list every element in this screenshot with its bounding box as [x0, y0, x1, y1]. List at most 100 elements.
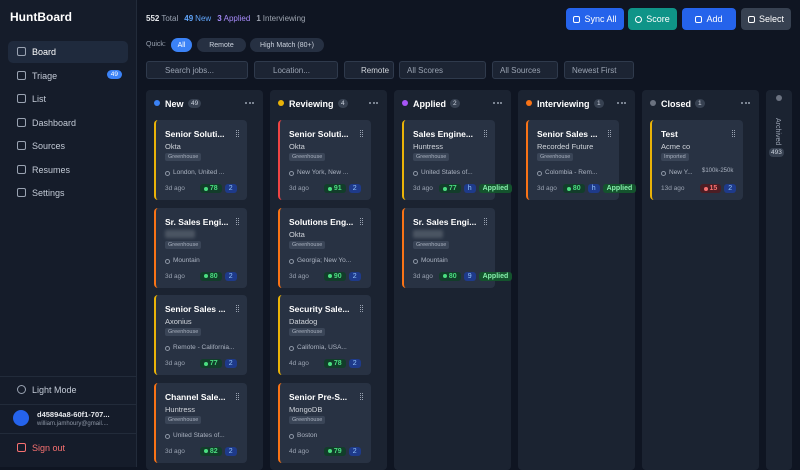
- sign-out[interactable]: Sign out: [8, 437, 128, 459]
- button-label: Score: [646, 14, 670, 24]
- avatar: [13, 410, 29, 426]
- card-tag: 2: [224, 271, 237, 281]
- column-menu[interactable]: [617, 102, 626, 104]
- filter-select[interactable]: All Sources: [492, 61, 558, 79]
- card-footer: 4d ago 78 2: [289, 359, 361, 368]
- archived-column[interactable]: Archived 493: [766, 90, 792, 470]
- score-dot: [203, 361, 208, 366]
- pin-icon: [289, 346, 294, 351]
- nav-item[interactable]: Triage 49: [8, 65, 128, 87]
- card-company: Okta: [289, 229, 305, 239]
- job-card[interactable]: Test Acme co Imported New Y... $100k-250k 13d…: [650, 120, 743, 200]
- nav-item[interactable]: Resumes: [8, 159, 128, 181]
- action-button[interactable]: Sync All: [566, 8, 624, 30]
- drag-handle: [236, 305, 239, 312]
- score-badge: 78: [323, 359, 346, 368]
- nav-item[interactable]: Board: [8, 41, 128, 63]
- card-source: Greenhouse: [289, 328, 326, 336]
- card-title: Solutions Eng...: [289, 216, 354, 227]
- card-footer: 3d ago 80 2: [165, 271, 237, 281]
- quick-chip[interactable]: Remote: [197, 38, 246, 52]
- score-dot: [566, 186, 571, 191]
- score-badge: 77: [438, 184, 461, 193]
- quick-chip[interactable]: High Match (80+): [250, 38, 324, 52]
- score-badge: 80: [199, 271, 222, 281]
- column-dot: [526, 100, 532, 106]
- stat-value: 3: [217, 14, 222, 23]
- stat-label: Interviewing: [262, 14, 306, 23]
- column-menu[interactable]: [493, 102, 502, 104]
- card-age: 3d ago: [165, 360, 185, 367]
- pin-icon: [413, 171, 418, 176]
- card-source: Greenhouse: [289, 153, 326, 161]
- job-card[interactable]: Sr. Sales Engi... Greenhouse Mountain 3d ag…: [154, 207, 247, 288]
- card-footer: 3d ago 77 2: [165, 359, 237, 368]
- action-button[interactable]: Select: [741, 8, 791, 30]
- column-title: Reviewing: [289, 99, 334, 109]
- archived-dot: [776, 95, 782, 101]
- job-card[interactable]: Senior Sales ... Recorded Future Greenhous…: [526, 120, 637, 200]
- search-input[interactable]: Search jobs...: [146, 61, 248, 79]
- stat: 1 Interviewing: [256, 14, 305, 23]
- job-card[interactable]: Sr. Sales Engi... Greenhouse Mountain 3d ag…: [402, 207, 513, 288]
- card-source: Greenhouse: [537, 153, 574, 161]
- card-title: Sr. Sales Engi...: [165, 216, 229, 227]
- job-card[interactable]: Senior Sales ... Axonius Greenhouse Remote …: [154, 295, 247, 375]
- location-input[interactable]: Location...: [254, 61, 338, 79]
- score-value: 78: [209, 185, 218, 192]
- user-id: d45894a8-60f1-707...: [37, 410, 110, 419]
- pin-icon: [413, 258, 418, 264]
- job-card[interactable]: Senior Pre-S... MongoDB Greenhouse Boston 4d…: [278, 382, 371, 463]
- score-dot: [327, 186, 332, 191]
- card-tag: 2: [348, 184, 361, 193]
- nav-item[interactable]: Settings: [8, 182, 128, 204]
- job-card[interactable]: Sales Engine... Huntress Greenhouse United …: [402, 120, 513, 200]
- stat-label: Applied: [223, 14, 251, 23]
- nav-item[interactable]: Sources: [8, 135, 128, 157]
- card-location: New Y...: [669, 169, 693, 176]
- nav-item[interactable]: List: [8, 88, 128, 110]
- card-salary: $100k-250k: [702, 168, 734, 174]
- job-card[interactable]: Senior Soluti... Okta Greenhouse London, Un…: [154, 120, 247, 200]
- light-mode-toggle[interactable]: Light Mode: [8, 379, 128, 401]
- score-badge: 78: [199, 184, 222, 193]
- card-title: Senior Pre-S...: [289, 391, 348, 402]
- filter-select[interactable]: Newest First: [564, 61, 634, 79]
- nav-icon: [17, 47, 26, 56]
- pin-icon: [165, 171, 170, 176]
- card-footer: 3d ago 77 h Applied: [413, 184, 513, 193]
- column-title: Interviewing: [537, 99, 590, 109]
- menu-dot: [369, 102, 371, 104]
- nav-icon: [17, 94, 26, 103]
- column-menu[interactable]: [741, 102, 750, 104]
- card-title: Test: [661, 129, 678, 139]
- action-button[interactable]: Score: [628, 8, 677, 30]
- remote-toggle[interactable]: Remote: [344, 61, 394, 79]
- menu-dot: [493, 102, 495, 104]
- action-button[interactable]: Add: [682, 8, 736, 30]
- nav-label: Sources: [32, 141, 66, 151]
- job-card[interactable]: Senior Soluti... Okta Greenhouse New York, …: [278, 120, 371, 200]
- card-company: Okta: [165, 142, 181, 151]
- column: Interviewing 1 Senior Sales ... Recorded Fu…: [518, 90, 637, 470]
- job-card[interactable]: Solutions Eng... Okta Greenhouse Georgia; N…: [278, 207, 371, 288]
- user-email: william.jamhoury@gmail....: [37, 421, 109, 427]
- column: Reviewing 4 Senior Soluti... Okta Greenhouse…: [270, 90, 387, 470]
- card-source: Greenhouse: [413, 153, 450, 161]
- filter-select[interactable]: All Scores: [399, 61, 486, 79]
- card-company: Recorded Future: [537, 142, 594, 151]
- column-menu[interactable]: [369, 102, 378, 104]
- stat-label: New: [195, 14, 212, 23]
- drag-handle: [236, 217, 239, 225]
- quick-chip[interactable]: All: [171, 38, 192, 52]
- card-company: Huntress: [165, 404, 196, 414]
- light-mode-label: Light Mode: [32, 385, 77, 395]
- divider: [0, 433, 137, 434]
- nav-item[interactable]: Dashboard: [8, 112, 128, 134]
- job-card[interactable]: Channel Sale... Huntress Greenhouse United …: [154, 382, 247, 463]
- job-card[interactable]: Security Sale... Datadog Greenhouse Califor…: [278, 295, 371, 375]
- column-menu[interactable]: [245, 102, 254, 104]
- card-source: Greenhouse: [289, 415, 326, 424]
- card-location: Mountain: [173, 256, 200, 264]
- card-tag: h: [463, 184, 476, 193]
